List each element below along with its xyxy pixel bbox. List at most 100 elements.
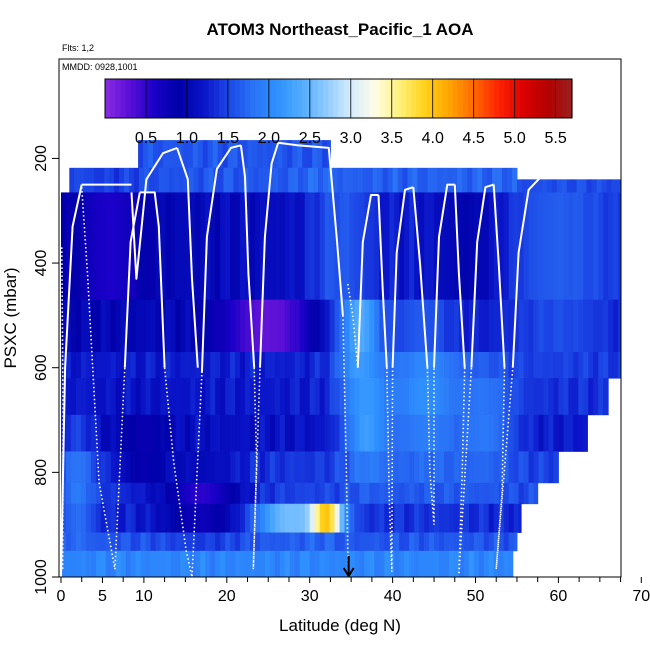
heatmap-cell	[120, 550, 127, 577]
heatmap-cell	[487, 167, 493, 193]
heatmap-cell	[553, 192, 559, 301]
heatmap-cell	[334, 550, 341, 577]
colorbar-cell	[146, 79, 153, 118]
heatmap-cell	[523, 451, 530, 484]
heatmap-cell	[259, 532, 266, 552]
heatmap-cell	[185, 414, 191, 452]
heatmap-cell	[387, 167, 394, 193]
heatmap-cell	[578, 378, 584, 416]
heatmap-cell	[429, 378, 435, 416]
heatmap-cell	[394, 451, 400, 484]
heatmap-cell	[130, 299, 137, 353]
heatmap-cell	[264, 378, 271, 416]
heatmap-cell	[85, 532, 92, 552]
heatmap-cell	[292, 140, 298, 170]
heatmap-cell	[90, 532, 97, 552]
heatmap-cell	[334, 414, 341, 452]
heatmap-cell	[119, 167, 125, 193]
heatmap-cell	[364, 378, 370, 416]
heatmap-cell	[477, 167, 483, 193]
heatmap-cell	[332, 167, 339, 193]
heatmap-cell	[608, 192, 614, 301]
heatmap-cell	[160, 352, 166, 379]
heatmap-cell	[414, 378, 420, 416]
heatmap-cell	[409, 378, 415, 416]
colorbar-frame	[104, 78, 573, 119]
heatmap-cell	[429, 550, 435, 577]
heatmap-cell	[259, 550, 266, 577]
heatmap-cell	[528, 352, 535, 379]
dates-label: MMDD: 0928,1001	[62, 62, 138, 72]
heatmap-cell	[508, 503, 515, 533]
heatmap-cell	[424, 299, 430, 353]
heatmap-cell	[543, 414, 549, 452]
heatmap-cell	[608, 299, 614, 353]
heatmap-cell	[389, 414, 395, 452]
heatmap-cell	[105, 550, 112, 577]
heatmap-cell	[150, 550, 157, 577]
heatmap-cell	[75, 299, 82, 353]
heatmap-cell	[322, 140, 328, 170]
heatmap-cell	[105, 503, 112, 533]
heatmap-cell	[210, 192, 216, 301]
heatmap-cell	[190, 482, 196, 505]
heatmap-cell	[145, 550, 152, 577]
heatmap-cell	[250, 414, 256, 452]
heatmap-cell	[240, 532, 246, 552]
heatmap-cell	[299, 550, 306, 577]
heatmap-cell	[473, 550, 480, 577]
heatmap-cell	[349, 532, 355, 552]
heatmap-cell	[180, 550, 186, 577]
flight-track-dotted	[342, 315, 350, 572]
heatmap-cell	[220, 378, 226, 416]
heatmap-cell	[523, 414, 530, 452]
heatmap-cell	[369, 414, 375, 452]
heatmap-cell	[447, 167, 453, 193]
heatmap-cell	[538, 299, 544, 353]
heatmap-cell	[334, 482, 341, 505]
heatmap-cell	[583, 352, 589, 379]
heatmap-cell	[344, 503, 350, 533]
heatmap-cell	[538, 192, 544, 301]
heatmap-cell	[220, 532, 226, 552]
heatmap-cell	[483, 192, 490, 301]
heatmap-cell	[279, 378, 286, 416]
heatmap-cell	[143, 140, 149, 170]
x-tick-label: 5	[98, 588, 107, 605]
heatmap-cell	[284, 299, 291, 353]
colorbar-cell	[250, 79, 257, 118]
heatmap-cell	[414, 451, 420, 484]
heatmap-cell	[105, 352, 112, 379]
heatmap-cell	[463, 503, 470, 533]
heatmap-cell	[160, 378, 166, 416]
heatmap-cell	[467, 167, 473, 193]
heatmap-cell	[563, 192, 569, 301]
heatmap-cell	[508, 192, 515, 301]
heatmap-cell	[379, 451, 385, 484]
heatmap-cell	[518, 414, 525, 452]
heatmap-cell	[448, 550, 455, 577]
heatmap-cell	[493, 352, 500, 379]
heatmap-cell	[314, 451, 321, 484]
heatmap-cell	[503, 192, 510, 301]
heatmap-cell	[419, 451, 425, 484]
heatmap-cell	[155, 414, 161, 452]
heatmap-cell	[185, 299, 191, 353]
heatmap-cell	[359, 482, 365, 505]
heatmap-cell	[254, 503, 261, 533]
colorbar-cell	[276, 79, 283, 118]
heatmap-cell	[225, 299, 231, 353]
heatmap-cell	[110, 299, 117, 353]
heatmap-cell	[354, 299, 360, 353]
heatmap-cell	[90, 192, 97, 301]
heatmap-cell	[254, 192, 261, 301]
heatmap-cell	[518, 352, 525, 379]
heatmap-cell	[235, 503, 241, 533]
heatmap-cell	[583, 414, 588, 452]
heatmap-cell	[283, 167, 289, 193]
heatmap-cell	[197, 140, 204, 170]
heatmap-cell	[523, 192, 530, 301]
heatmap-cell	[478, 550, 485, 577]
colorbar-cell	[317, 79, 324, 118]
colorbar-cell	[411, 79, 417, 118]
